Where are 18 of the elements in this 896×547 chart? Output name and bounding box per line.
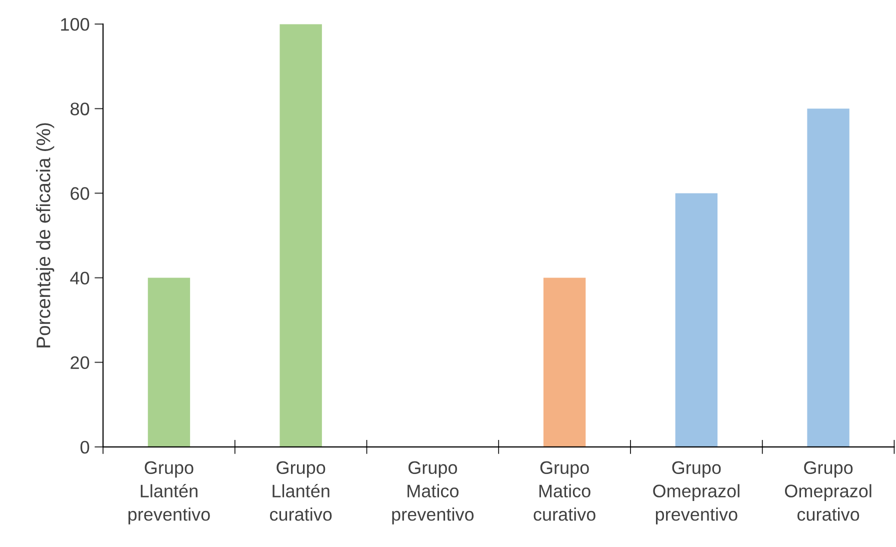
y-tick-label: 60 (70, 187, 90, 200)
bar (543, 278, 586, 447)
bar (807, 108, 850, 447)
x-tick-label: Grupo Omeprazol curativo (784, 461, 872, 521)
x-tick-label: Grupo Matico curativo (534, 461, 596, 521)
bar (280, 24, 322, 447)
bar (675, 193, 718, 447)
bar (148, 278, 190, 447)
y-tick-label: 20 (70, 356, 90, 370)
y-tick-label: 40 (70, 272, 90, 284)
y-tick-label: 80 (70, 102, 90, 116)
x-tick-label: Grupo Matico preventivo (392, 461, 474, 524)
y-axis-title: Porcentaje de eficacia (%) (36, 123, 54, 348)
y-tick-label: 0 (80, 440, 90, 454)
y-tick-label: 100 (61, 18, 90, 31)
x-tick-label: Grupo Llantén curativo (270, 461, 332, 521)
x-tick-label: Grupo Llantén preventivo (128, 461, 210, 524)
x-tick-label: Grupo Omeprazol preventivo (653, 461, 740, 524)
